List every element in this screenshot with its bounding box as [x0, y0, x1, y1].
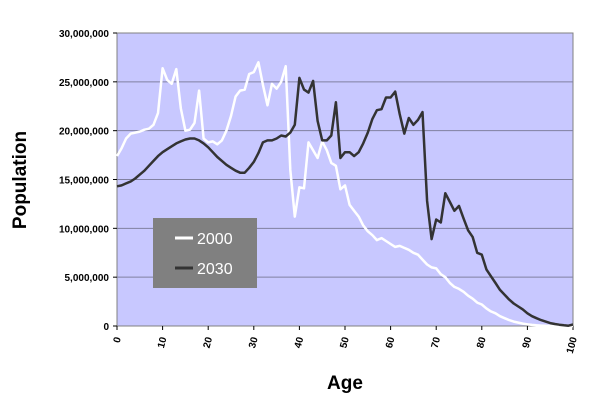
- legend: 2000 2030: [153, 218, 257, 288]
- y-tick-label: 5,000,000: [65, 273, 110, 284]
- x-tick-label: 70: [430, 336, 444, 350]
- series-lines: [115, 61, 574, 328]
- series-line-2000: [115, 61, 573, 328]
- x-tick-label: 10: [156, 336, 170, 350]
- y-axis-ticks: 0 5,000,000 10,000,000 15,000,000 20,000,000…: [59, 29, 117, 333]
- x-tick-label: 60: [384, 336, 398, 350]
- x-tick-label: 100: [565, 336, 580, 355]
- x-axis-title: Age: [327, 373, 363, 394]
- x-tick-label: 20: [202, 336, 216, 350]
- y-tick-label: 10,000,000: [59, 224, 109, 235]
- x-tick-label: 80: [475, 336, 489, 350]
- legend-box: [153, 218, 257, 288]
- x-tick-label: 40: [293, 336, 307, 350]
- y-tick-label: 0: [103, 322, 109, 333]
- x-tick-label: 90: [521, 336, 535, 350]
- legend-label-2000: 2000: [197, 231, 233, 248]
- y-axis-title: Population: [10, 131, 31, 229]
- legend-label-2030: 2030: [197, 261, 233, 278]
- x-axis-ticks: 0 10 20 30 40 50 60 70 80 90 100: [112, 326, 580, 355]
- x-tick-label: 30: [247, 336, 261, 350]
- y-tick-label: 25,000,000: [59, 78, 109, 89]
- x-tick-label: 0: [112, 336, 124, 345]
- y-tick-label: 30,000,000: [59, 29, 109, 40]
- series-line-2030: [116, 76, 574, 327]
- x-tick-label: 50: [338, 336, 352, 350]
- y-tick-label: 20,000,000: [59, 127, 109, 138]
- y-tick-label: 15,000,000: [59, 176, 109, 187]
